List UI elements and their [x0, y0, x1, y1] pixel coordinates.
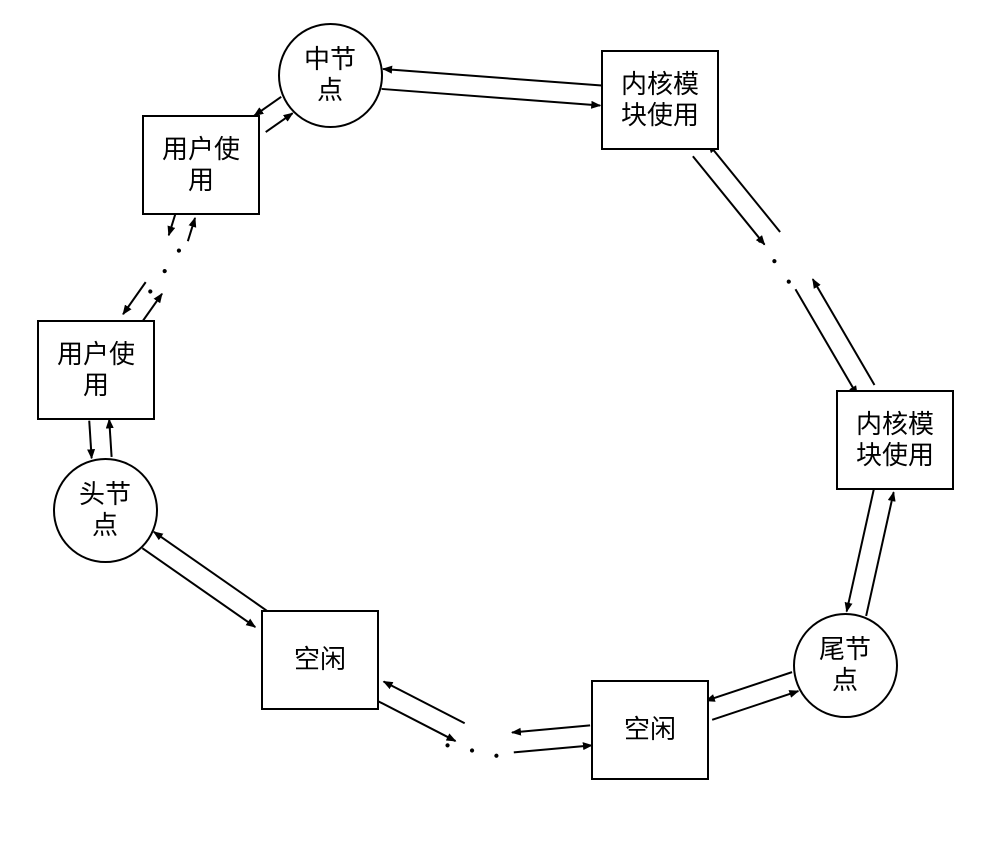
ellipsis-top-right: . . .	[751, 226, 811, 294]
idle-right: 空闲	[591, 680, 709, 780]
node-label: 空闲	[624, 714, 676, 745]
node-label: 中节 点	[304, 44, 356, 106]
head-node: 头节 点	[53, 458, 158, 563]
ellipsis-bottom: . . .	[443, 724, 510, 766]
kernel-use-right: 内核模 块使用	[836, 390, 954, 490]
middle-node: 中节 点	[278, 23, 383, 128]
kernel-use-top: 内核模 块使用	[601, 50, 719, 150]
node-label: 用户使 用	[57, 339, 135, 401]
ring-diagram: 中节 点 头节 点 尾节 点 用户使 用 用户使 用 内核模 块使用 内核模 块…	[0, 0, 1000, 843]
tail-node: 尾节 点	[793, 613, 898, 718]
user-use-left: 用户使 用	[37, 320, 155, 420]
user-use-top: 用户使 用	[142, 115, 260, 215]
node-label: 尾节 点	[819, 634, 871, 696]
node-label: 用户使 用	[162, 134, 240, 196]
idle-left: 空闲	[261, 610, 379, 710]
node-label: 头节 点	[79, 479, 131, 541]
ellipsis-top-left: . . .	[131, 231, 191, 299]
node-label: 内核模 块使用	[621, 69, 699, 131]
node-label: 内核模 块使用	[856, 409, 934, 471]
node-label: 空闲	[294, 644, 346, 675]
